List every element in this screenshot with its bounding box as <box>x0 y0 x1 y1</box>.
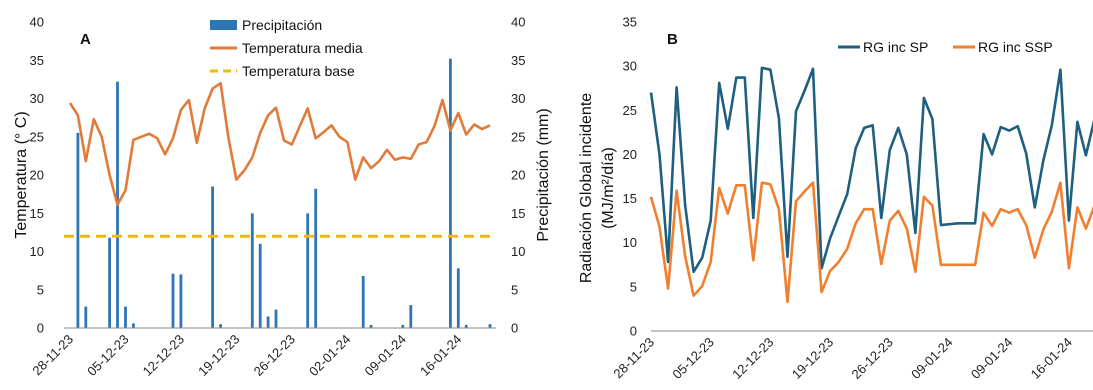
x-tick-label: 09-01-24 <box>908 335 955 382</box>
y-tick-label: 40 <box>30 15 44 30</box>
precip-bar <box>132 323 135 328</box>
y-tick-label: 30 <box>511 91 525 106</box>
precip-bar <box>449 58 452 328</box>
legend-sp-label: RG inc SP <box>863 39 928 55</box>
precip-bar <box>258 243 262 328</box>
y-tick-label: 25 <box>511 129 525 144</box>
chart-b: 0 5 10 15 20 25 30 35 28-11-23 05-12-23 12-12-23 1… <box>578 15 1093 382</box>
precip-bar <box>179 274 183 328</box>
y-tick-label: 30 <box>30 91 44 106</box>
x-tick-label: 05-12-23 <box>84 332 131 379</box>
y-tick-label: 5 <box>37 282 44 297</box>
precip-bar <box>211 186 214 328</box>
y-axis-title-b-units: (MJ/m²/día) <box>600 147 617 229</box>
x-tick-label: 28-11-23 <box>29 332 76 379</box>
y-tick-label: 5 <box>630 279 637 294</box>
precip-bar <box>401 324 405 328</box>
precip-bar <box>409 305 413 328</box>
x-tick-label: 16-01-24 <box>417 332 464 379</box>
y-tick-label: 0 <box>630 324 637 339</box>
precip-bar <box>274 309 278 328</box>
rg-ssp-line <box>649 181 1093 304</box>
y-ticks-left-a: 0 5 10 15 20 25 30 35 40 <box>30 15 44 336</box>
y-tick-label: 10 <box>511 244 525 259</box>
x-tick-label: 26-12-23 <box>251 332 298 379</box>
x-ticks-b: 28-11-23 05-12-23 12-12-23 19-12-23 26-12-23… <box>610 335 1075 382</box>
x-tick-label: 28-11-23 <box>610 335 657 382</box>
precip-bar <box>219 324 222 328</box>
y-tick-label: 35 <box>623 15 637 30</box>
y-tick-label: 25 <box>623 103 637 118</box>
x-tick-label: 12-12-23 <box>729 335 776 382</box>
precip-bar <box>306 213 310 329</box>
panel-label-a: A <box>80 31 91 48</box>
legend-ssp-label: RG inc SSP <box>978 39 1053 55</box>
x-tick-label: 26-12-23 <box>849 335 896 382</box>
y-tick-label: 10 <box>623 235 637 250</box>
x-tick-label: 02-01-24 <box>306 332 353 379</box>
y-tick-label: 30 <box>623 59 637 74</box>
y-tick-label: 0 <box>511 321 518 336</box>
precip-bar <box>171 273 175 328</box>
precip-bar <box>464 324 468 328</box>
legend-temp-label: Temperatura media <box>242 40 363 56</box>
x-tick-label: 09-01-24 <box>362 332 409 379</box>
y-axis-title-b: Radiación Global incidente <box>578 93 595 283</box>
precip-bar <box>361 276 365 328</box>
x-ticks-a: 28-11-23 05-12-23 12-12-23 19-12-23 26-12-23… <box>29 332 464 379</box>
legend-precip-label: Precipitación <box>242 17 322 33</box>
mean-temperature-line <box>68 81 491 207</box>
x-tick-label: 12-12-23 <box>140 332 187 379</box>
x-tick-label: 09-01-24 <box>968 335 1015 382</box>
x-tick-label: 05-12-23 <box>669 335 716 382</box>
x-tick-label: 19-12-23 <box>789 335 836 382</box>
legend-b: RG inc SP RG inc SSP <box>838 39 1053 55</box>
precip-bar <box>488 324 492 328</box>
rg-sp-line <box>649 66 1093 274</box>
y-tick-label: 5 <box>511 282 518 297</box>
panel-label-b: B <box>667 31 678 48</box>
precip-bar <box>266 316 270 328</box>
y-tick-label: 20 <box>623 147 637 162</box>
y-tick-label: 0 <box>37 321 44 336</box>
y-tick-label: 20 <box>511 168 525 183</box>
precip-bar <box>124 306 127 328</box>
precip-bar <box>456 268 460 328</box>
y-tick-label: 35 <box>511 53 525 68</box>
chart-a: 0 5 10 15 20 25 30 35 40 0 5 10 15 20 25 30 35 40 28-11-… <box>13 15 552 379</box>
y-tick-label: 15 <box>30 206 44 221</box>
y-tick-label: 15 <box>623 191 637 206</box>
y-axis-title-left-a: Temperatura (° C) <box>13 111 30 238</box>
y-tick-label: 35 <box>30 53 44 68</box>
precip-bar <box>84 306 88 328</box>
x-tick-label: 16-01-24 <box>1028 335 1075 382</box>
precip-bar <box>250 213 254 329</box>
y-tick-label: 20 <box>30 168 44 183</box>
legend-precip-swatch <box>210 20 237 30</box>
precip-bar <box>369 324 373 328</box>
legend-a: Precipitación Temperatura media Temperat… <box>210 17 363 79</box>
x-tick-label: 19-12-23 <box>195 332 242 379</box>
y-tick-label: 10 <box>30 244 44 259</box>
y-axis-title-right-a: Precipitación (mm) <box>535 108 552 241</box>
legend-base-label: Temperatura base <box>242 63 355 79</box>
precip-bar <box>108 237 111 328</box>
precip-bar <box>76 132 80 328</box>
y-ticks-right-a: 0 5 10 15 20 25 30 35 40 <box>511 15 525 336</box>
y-tick-label: 25 <box>30 129 44 144</box>
precipitation-bars <box>76 58 492 329</box>
y-ticks-b: 0 5 10 15 20 25 30 35 <box>623 15 637 339</box>
y-tick-label: 40 <box>511 15 525 30</box>
y-tick-label: 15 <box>511 206 525 221</box>
precip-bar <box>314 188 318 328</box>
